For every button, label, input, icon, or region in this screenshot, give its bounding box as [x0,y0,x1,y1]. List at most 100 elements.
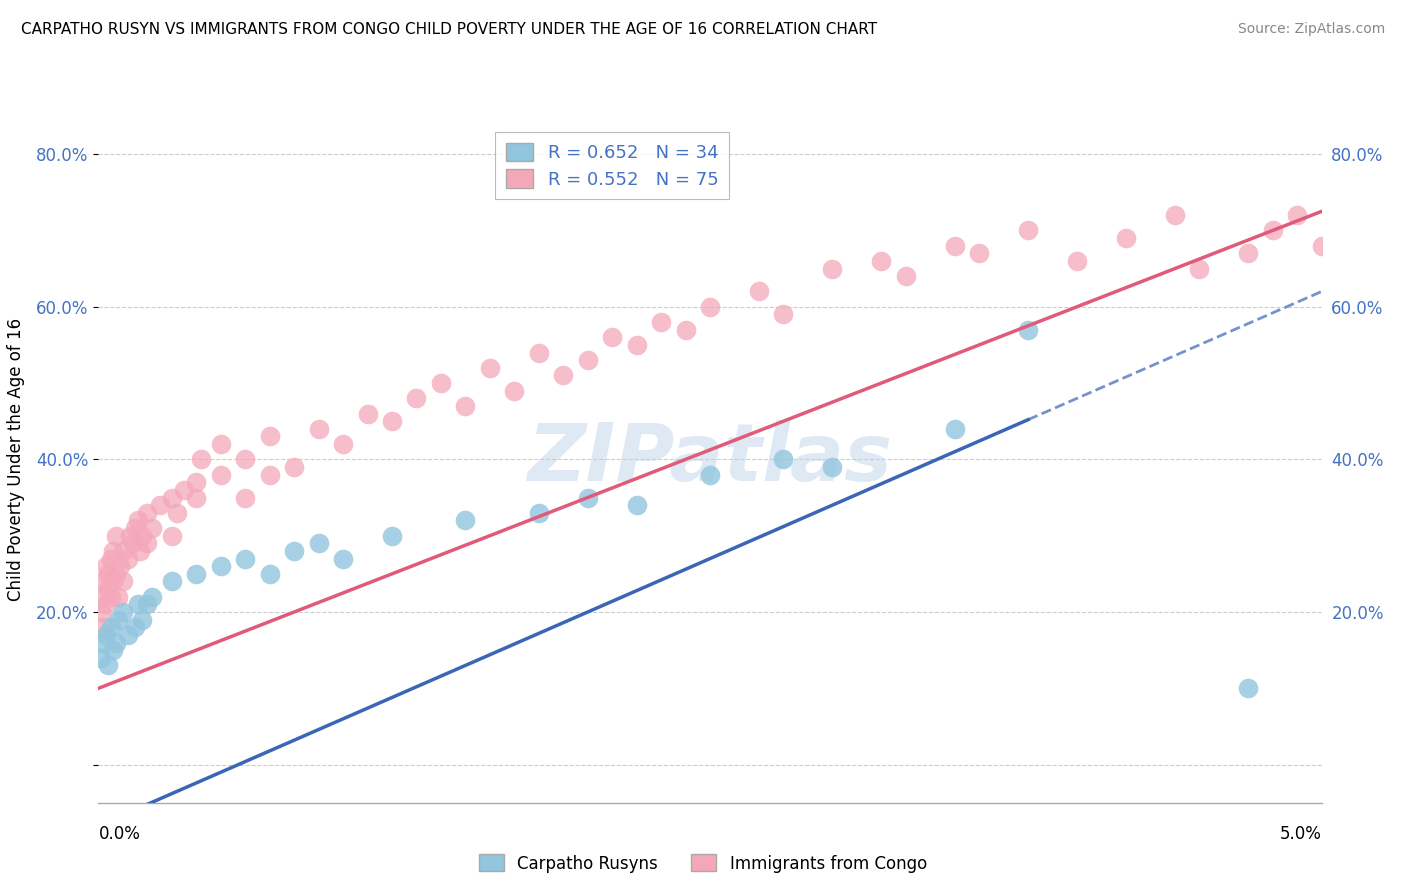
Point [100,551,122,566]
Point [821,460,844,475]
Point [111,544,134,558]
Legend: Carpatho Rusyns, Immigrants from Congo: Carpatho Rusyns, Immigrants from Congo [472,847,934,880]
Point [90,590,112,604]
Point [748,285,770,299]
Point [141,590,163,604]
Point [503,384,526,398]
Point [101,544,124,558]
Point [259,467,281,482]
Point [430,376,453,390]
Point [209,467,232,482]
Point [100,620,122,634]
Point [111,605,134,619]
Point [160,574,183,589]
Point [1066,254,1088,268]
Text: ZIPatlas: ZIPatlas [527,420,893,499]
Point [821,261,844,276]
Point [894,269,917,284]
Point [124,521,146,535]
Point [600,330,623,344]
Point [332,437,354,451]
Point [626,498,648,512]
Text: 0.0%: 0.0% [98,825,141,843]
Y-axis label: Child Poverty Under the Age of 16: Child Poverty Under the Age of 16 [7,318,25,601]
Point [186,475,208,490]
Point [91,635,114,649]
Point [381,414,404,428]
Point [1286,208,1309,222]
Point [454,399,477,413]
Point [209,559,232,574]
Point [405,392,427,406]
Point [149,498,172,512]
Point [186,566,208,581]
Point [136,506,159,520]
Point [576,491,599,505]
Point [1115,231,1137,245]
Point [131,529,153,543]
Point [91,620,114,634]
Point [1237,246,1260,260]
Point [141,521,163,535]
Point [104,566,127,581]
Point [626,338,648,352]
Point [90,605,112,619]
Point [356,407,378,421]
Point [117,551,139,566]
Point [94,628,117,642]
Legend: R = 0.652   N = 34, R = 0.552   N = 75: R = 0.652 N = 34, R = 0.552 N = 75 [495,132,730,200]
Point [259,566,281,581]
Text: Source: ZipAtlas.com: Source: ZipAtlas.com [1237,22,1385,37]
Point [131,613,153,627]
Point [772,452,794,467]
Text: CARPATHO RUSYN VS IMMIGRANTS FROM CONGO CHILD POVERTY UNDER THE AGE OF 16 CORREL: CARPATHO RUSYN VS IMMIGRANTS FROM CONGO … [21,22,877,37]
Point [1017,323,1039,337]
Point [160,491,183,505]
Point [308,422,330,436]
Point [90,650,112,665]
Point [576,353,599,368]
Point [104,635,127,649]
Point [1261,223,1284,237]
Point [121,536,143,550]
Point [283,544,305,558]
Point [259,429,281,443]
Point [283,460,305,475]
Point [166,506,188,520]
Point [124,620,146,634]
Point [527,345,550,359]
Point [650,315,672,329]
Point [553,368,575,383]
Point [233,551,256,566]
Point [381,529,404,543]
Text: 5.0%: 5.0% [1279,825,1322,843]
Point [454,513,477,527]
Point [104,529,127,543]
Point [107,590,129,604]
Point [127,598,149,612]
Point [110,559,132,574]
Point [160,529,183,543]
Point [117,628,139,642]
Point [1017,223,1039,237]
Point [943,422,966,436]
Point [129,544,152,558]
Point [120,529,142,543]
Point [1310,238,1333,252]
Point [772,307,794,321]
Point [478,360,501,375]
Point [97,582,120,596]
Point [186,491,208,505]
Point [1164,208,1187,222]
Point [1237,681,1260,696]
Point [233,452,256,467]
Point [173,483,195,497]
Point [111,574,134,589]
Point [100,590,122,604]
Point [699,300,721,314]
Point [91,574,114,589]
Point [943,238,966,252]
Point [136,598,159,612]
Point [127,513,149,527]
Point [209,437,232,451]
